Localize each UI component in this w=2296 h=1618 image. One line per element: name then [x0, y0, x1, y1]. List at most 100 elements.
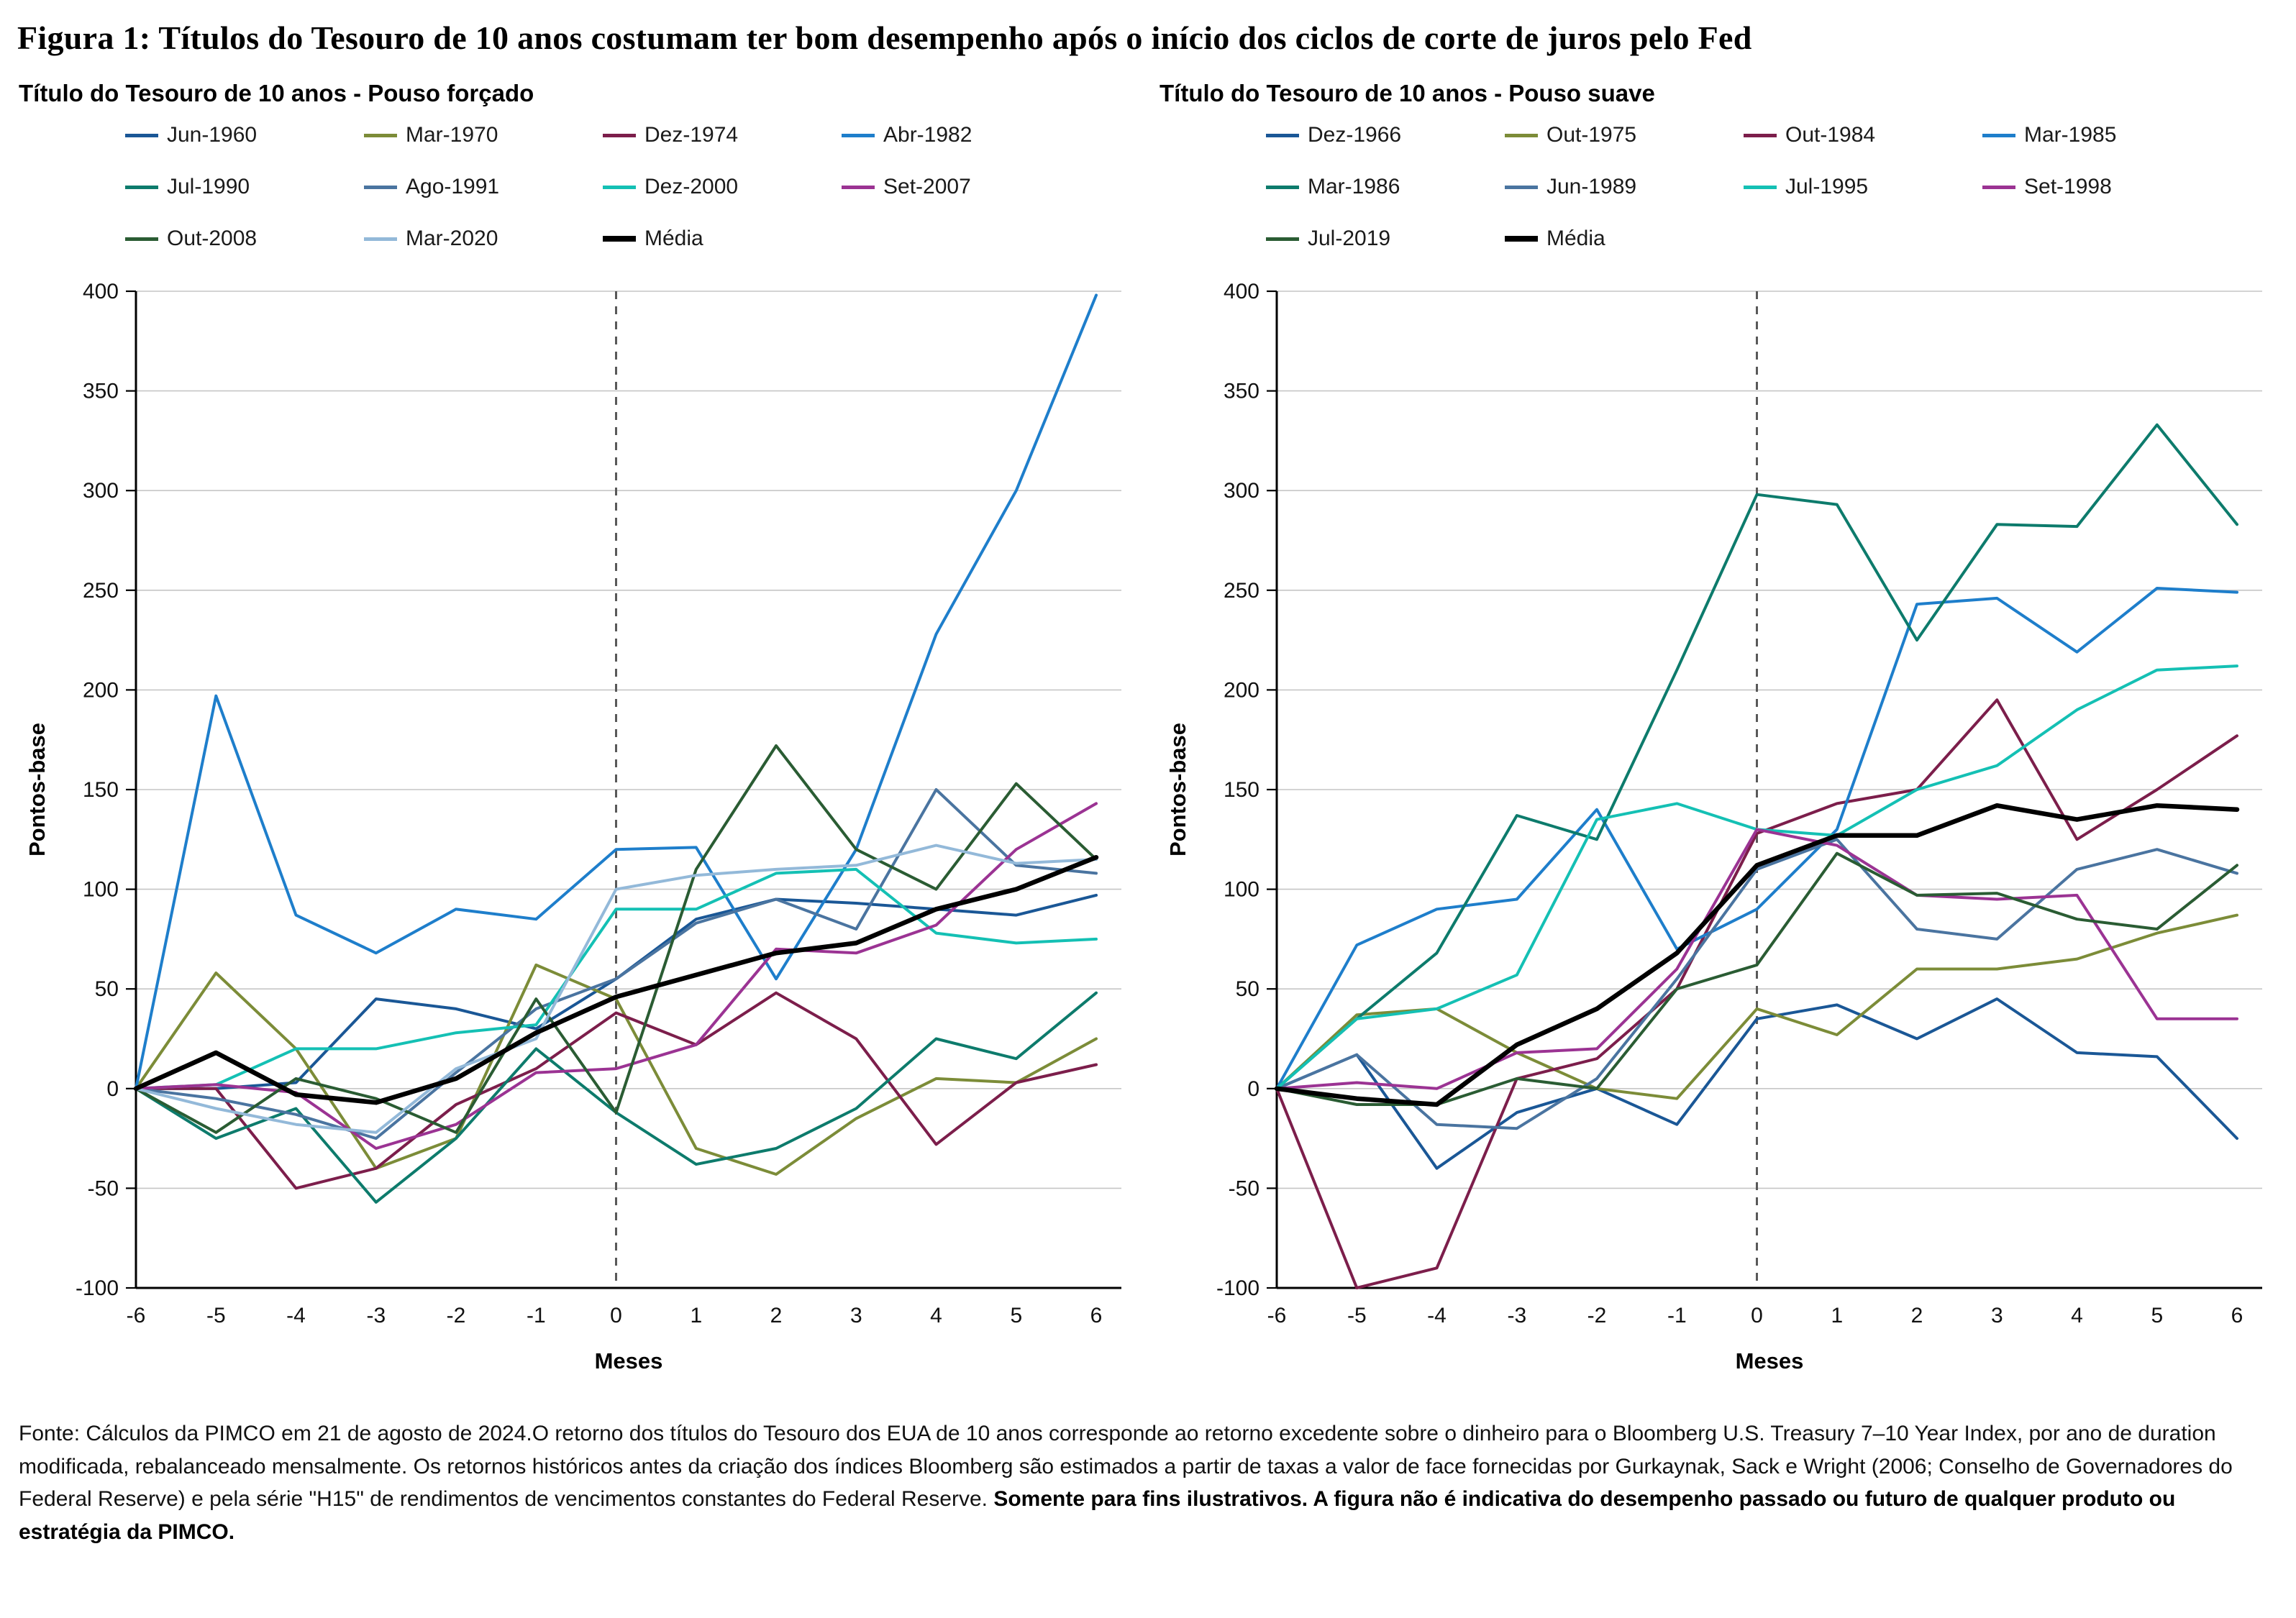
x-tick-label: 0	[1751, 1304, 1763, 1327]
legend-label: Out-1984	[1785, 123, 1876, 147]
x-tick-label: 4	[2071, 1304, 2083, 1327]
legend-item-Média: Média	[1505, 227, 1744, 251]
x-tick-label: -4	[286, 1304, 306, 1327]
y-tick-label: -100	[76, 1276, 119, 1300]
y-tick-label: 350	[83, 380, 119, 403]
y-axis-title: Pontos-base	[24, 723, 50, 856]
legend-line-swatch-icon	[364, 237, 397, 241]
legend-item-Jul-1995: Jul-1995	[1744, 175, 1982, 199]
y-tick-label: 50	[1236, 977, 1259, 1001]
x-tick-label: -3	[366, 1304, 386, 1327]
legend-label: Jul-1995	[1785, 175, 1869, 198]
legend-label: Ago-1991	[406, 175, 500, 198]
y-tick-label: 200	[83, 678, 119, 702]
x-tick-label: 3	[850, 1304, 862, 1327]
series-line-Jun-1989	[1275, 838, 2238, 1130]
legend-item-Jul-2019: Jul-2019	[1266, 227, 1505, 251]
series-line-Dez-1974	[135, 991, 1098, 1190]
chart-subtitle-soft-landing: Título do Tesouro de 10 anos - Pouso sua…	[1160, 80, 1655, 106]
legend-label: Mar-2020	[406, 227, 498, 250]
legend-label: Dez-1966	[1308, 123, 1402, 147]
y-tick-label: 0	[106, 1077, 119, 1101]
legend-label: Out-1975	[1546, 123, 1637, 147]
legend-line-swatch-icon	[603, 185, 636, 189]
x-axis-title: Meses	[595, 1348, 663, 1374]
series-line-Mar-1985	[1275, 587, 2238, 1090]
legend-line-swatch-icon	[364, 185, 397, 189]
legend-line-swatch-icon	[842, 133, 875, 137]
legend-line-swatch-icon	[1505, 185, 1538, 189]
legend-line-swatch-icon	[603, 133, 636, 137]
y-tick-label: 150	[83, 778, 119, 802]
legend-item-Mar-1986: Mar-1986	[1266, 175, 1505, 199]
x-tick-label: -2	[1587, 1304, 1607, 1327]
x-tick-label: 2	[1911, 1304, 1923, 1327]
legend-label: Abr-1982	[883, 123, 972, 147]
y-tick-label: 250	[1224, 579, 1259, 603]
legend-item-Mar-1970: Mar-1970	[364, 123, 603, 147]
x-tick-label: 6	[1090, 1304, 1103, 1327]
series-line-Mar-1986	[1275, 423, 2238, 1090]
legend-label: Média	[644, 227, 703, 250]
series-line-Média	[133, 854, 1099, 1105]
series-line-Mar-2020	[135, 844, 1098, 1134]
line-chart-soft-landing: -100 -50 0 50 100 150 200 250 300 350 400 -6 -5 -4 -3-…	[1158, 274, 2273, 1396]
y-axis-title: Pontos-base	[1165, 723, 1190, 856]
x-tick-label: 3	[1991, 1304, 2003, 1327]
x-axis-title: Meses	[1736, 1348, 1804, 1374]
y-tick-label: 300	[83, 479, 119, 503]
legend-item-Média: Média	[603, 227, 842, 251]
legend-item-Set-1998: Set-1998	[1982, 175, 2221, 199]
y-tick-label: 250	[83, 579, 119, 603]
y-tick-label: 150	[1224, 778, 1259, 802]
legend-line-swatch-icon	[364, 133, 397, 137]
x-tick-label: 2	[770, 1304, 783, 1327]
legend-label: Jun-1989	[1546, 175, 1637, 198]
x-tick-label: 1	[1831, 1304, 1843, 1327]
legend-label: Mar-1986	[1308, 175, 1400, 198]
legend-label: Set-1998	[2024, 175, 2112, 198]
legend-line-swatch-icon	[1982, 133, 2015, 137]
y-tick-label: 100	[1224, 878, 1259, 902]
legend-item-Dez-1966: Dez-1966	[1266, 123, 1505, 147]
y-tick-label: 350	[1224, 380, 1259, 403]
x-tick-label: -5	[1347, 1304, 1367, 1327]
series-line-Dez-1966	[1275, 997, 2238, 1170]
legend-item-Out-1975: Out-1975	[1505, 123, 1744, 147]
series-line-Dez-2000	[135, 867, 1098, 1090]
x-tick-label: 5	[1010, 1304, 1022, 1327]
legend-line-swatch-icon	[1744, 133, 1777, 137]
legend-item-Jun-1960: Jun-1960	[125, 123, 364, 147]
y-tick-label: -50	[88, 1176, 119, 1200]
figure-title: Figura 1: Títulos do Tesouro de 10 anos …	[17, 19, 1752, 56]
legend-label: Média	[1546, 227, 1605, 250]
legend-line-swatch-icon	[1505, 133, 1538, 137]
x-tick-label: -1	[527, 1304, 546, 1327]
legend-line-swatch-icon	[1982, 185, 2015, 189]
x-tick-label: 1	[690, 1304, 702, 1327]
legend-line-swatch-icon	[125, 133, 158, 137]
y-tick-label: -50	[1229, 1176, 1259, 1200]
source-footnote: Fonte: Cálculos da PIMCO em 21 de agosto…	[19, 1417, 2277, 1548]
series-line-Out-1984	[1275, 698, 2238, 1289]
x-tick-label: -3	[1507, 1304, 1526, 1327]
legend-line-swatch-icon	[1505, 236, 1538, 242]
legend-label: Mar-1970	[406, 123, 498, 147]
y-tick-label: 400	[1224, 280, 1259, 303]
legend-soft-landing: Dez-1966 Out-1975 Out-1984 Mar-1985 Mar-1986…	[1266, 123, 2273, 264]
y-tick-label: -100	[1216, 1276, 1259, 1300]
footnote-regular-text: Fonte: Cálculos da PIMCO em 21 de agosto…	[19, 1422, 2233, 1512]
y-tick-label: 50	[95, 977, 119, 1001]
legend-label: Dez-2000	[644, 175, 739, 198]
series-line-Média	[1274, 803, 2240, 1107]
legend-label: Jul-1990	[167, 175, 250, 198]
legend-label: Out-2008	[167, 227, 258, 250]
y-tick-label: 100	[83, 878, 119, 902]
legend-item-Set-2007: Set-2007	[842, 175, 1080, 199]
legend-line-swatch-icon	[1266, 185, 1299, 189]
legend-item-Abr-1982: Abr-1982	[842, 123, 1080, 147]
legend-hard-landing: Jun-1960 Mar-1970 Dez-1974 Abr-1982 Jul-1990…	[125, 123, 1132, 264]
x-tick-label: -5	[206, 1304, 226, 1327]
y-tick-label: 300	[1224, 479, 1259, 503]
